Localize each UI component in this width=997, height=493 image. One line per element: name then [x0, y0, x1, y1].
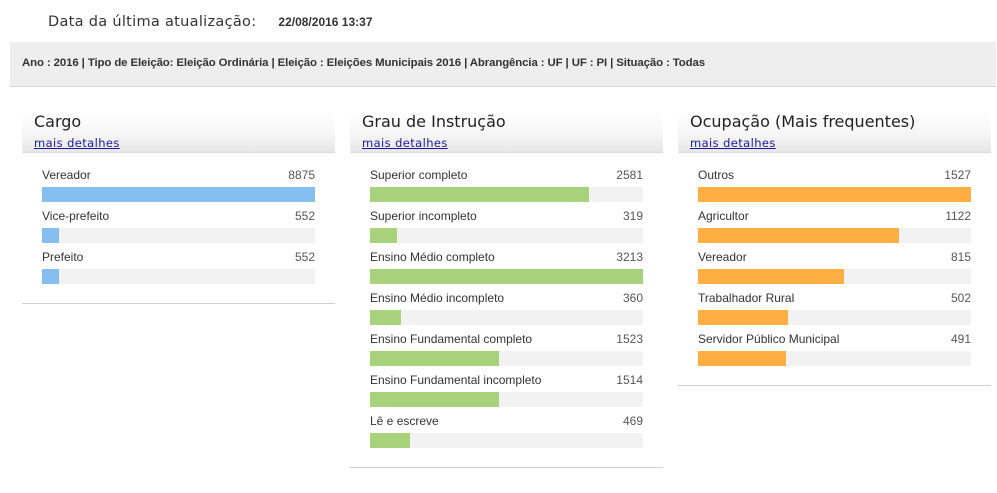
bar-track: [370, 228, 643, 243]
bar-row-outros: Outros 1527: [698, 168, 971, 209]
bar-category-label: Agricultor: [698, 209, 749, 223]
bar-category-label: Lê e escreve: [370, 414, 439, 428]
bar-track: [698, 228, 971, 243]
bar-row-superior-completo: Superior completo 2581: [370, 168, 643, 209]
bar-row-agricultor: Agricultor 1122: [698, 209, 971, 250]
bar-category-label: Vereador: [42, 168, 91, 182]
bar-value-label: 502: [950, 291, 971, 305]
bar-row-superior-incompleto: Superior incompleto 319: [370, 209, 643, 250]
bar-row-vereador: Vereador 8875: [42, 168, 315, 209]
bar: [370, 310, 401, 325]
cargo-panel: Cargo mais detalhes Vereador 8875 Vice-pre…: [22, 111, 335, 304]
bar: [698, 310, 788, 325]
bar: [370, 392, 499, 407]
bar: [698, 269, 844, 284]
bar-value-label: 552: [294, 250, 315, 264]
bar-value-label: 552: [294, 209, 315, 223]
bar-track: [42, 228, 315, 243]
bar-category-label: Ensino Fundamental incompleto: [370, 373, 542, 387]
bar-row-ensino-fundamental-completo: Ensino Fundamental completo 1523: [370, 332, 643, 373]
ocupacao-more-details-link[interactable]: mais detalhes: [690, 136, 776, 150]
bar-track: [370, 310, 643, 325]
bar-row-ensino-fundamental-incompleto: Ensino Fundamental incompleto 1514: [370, 373, 643, 414]
bar-value-label: 1514: [616, 373, 643, 387]
bar-category-label: Trabalhador Rural: [698, 291, 795, 305]
bar-value-label: 469: [622, 414, 643, 428]
bar-row-vice-prefeito: Vice-prefeito 552: [42, 209, 315, 250]
bar-track: [698, 187, 971, 202]
bar-row-prefeito: Prefeito 552: [42, 250, 315, 291]
bar: [42, 187, 315, 202]
bar-value-label: 319: [622, 209, 643, 223]
last-update-value: 22/08/2016 13:37: [278, 15, 373, 29]
ocupacao-bar-list: Outros 1527 Agricultor 1122 Vereador 815 Traba…: [678, 153, 991, 385]
bar-category-label: Vereador: [698, 250, 747, 264]
filter-summary-bar: Ano : 2016 | Tipo de Eleição: Eleição Or…: [10, 42, 996, 87]
bar-row-ensino-medio-incompleto: Ensino Médio incompleto 360: [370, 291, 643, 332]
ocupacao-panel-header: Ocupação (Mais frequentes) mais detalhes: [678, 111, 991, 153]
bar-track: [698, 310, 971, 325]
bar-row-vereador: Vereador 815: [698, 250, 971, 291]
bar: [698, 187, 971, 202]
ocupacao-panel-title: Ocupação (Mais frequentes): [690, 112, 916, 131]
bar-value-label: 360: [622, 291, 643, 305]
bar-category-label: Outros: [698, 168, 735, 182]
bar-row-ensino-medio-completo: Ensino Médio completo 3213: [370, 250, 643, 291]
last-update: Data da última atualização: 22/08/2016 1…: [48, 14, 373, 30]
bar-category-label: Vice-prefeito: [42, 209, 110, 223]
bar-category-label: Servidor Público Municipal: [698, 332, 840, 346]
grau-instrucao-bar-list: Superior completo 2581 Superior incompleto…: [350, 153, 663, 467]
bar-row-le-e-escreve: Lê e escreve 469: [370, 414, 643, 455]
bar-category-label: Superior incompleto: [370, 209, 477, 223]
bar-track: [370, 269, 643, 284]
bar-category-label: Prefeito: [42, 250, 84, 264]
bar-track: [698, 269, 971, 284]
bar-value-label: 491: [950, 332, 971, 346]
bar-category-label: Ensino Fundamental completo: [370, 332, 533, 346]
bar-value-label: 8875: [288, 168, 315, 182]
bar-track: [42, 187, 315, 202]
cargo-bar-list: Vereador 8875 Vice-prefeito 552 Prefeito 552: [22, 153, 335, 303]
cargo-panel-header: Cargo mais detalhes: [22, 111, 335, 153]
bar-track: [370, 433, 643, 448]
bar: [370, 228, 398, 243]
bar: [42, 228, 59, 243]
ocupacao-panel: Ocupação (Mais frequentes) mais detalhes…: [678, 111, 991, 386]
bar-value-label: 1527: [944, 168, 971, 182]
bar-category-label: Ensino Médio completo: [370, 250, 495, 264]
bar-category-label: Ensino Médio incompleto: [370, 291, 505, 305]
bar: [370, 433, 410, 448]
bar: [370, 269, 643, 284]
bar-track: [698, 351, 971, 366]
bar-track: [370, 351, 643, 366]
bar: [698, 351, 786, 366]
grau-instrucao-panel-header: Grau de Instrução mais detalhes: [350, 111, 663, 153]
bar-value-label: 3213: [616, 250, 643, 264]
bar-value-label: 2581: [616, 168, 643, 182]
bar-value-label: 1122: [945, 209, 971, 223]
bar-row-servidor-publico-municipal: Servidor Público Municipal 491: [698, 332, 971, 373]
grau-instrucao-panel-title: Grau de Instrução: [362, 112, 506, 131]
bar-value-label: 815: [950, 250, 971, 264]
cargo-panel-title: Cargo: [34, 112, 82, 131]
bar-track: [42, 269, 315, 284]
bar-category-label: Superior completo: [370, 168, 468, 182]
bar-value-label: 1523: [616, 332, 643, 346]
bar: [370, 351, 500, 366]
bar: [370, 187, 590, 202]
bar-track: [370, 392, 643, 407]
grau-instrucao-more-details-link[interactable]: mais detalhes: [362, 136, 448, 150]
bar-track: [370, 187, 643, 202]
grau-instrucao-panel: Grau de Instrução mais detalhes Superior…: [350, 111, 663, 468]
bar: [698, 228, 899, 243]
bar-row-trabalhador-rural: Trabalhador Rural 502: [698, 291, 971, 332]
cargo-more-details-link[interactable]: mais detalhes: [34, 136, 120, 150]
last-update-label: Data da última atualização:: [48, 14, 257, 30]
bar: [42, 269, 59, 284]
